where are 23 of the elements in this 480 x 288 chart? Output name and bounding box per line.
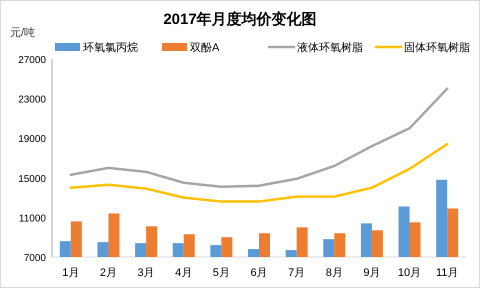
x-tick-label: 1月	[62, 267, 80, 279]
x-tick-label: 2月	[100, 267, 118, 279]
y-tick-label: 15000	[18, 174, 46, 185]
y-tick-label: 23000	[18, 94, 46, 106]
x-tick-label: 9月	[363, 267, 380, 279]
y-tick-label: 19000	[18, 134, 46, 146]
y-tick-label: 7000	[24, 253, 46, 264]
x-tick-label: 10月	[398, 267, 422, 279]
x-tick-label: 4月	[175, 267, 192, 279]
legend-label: 双酚A	[190, 42, 220, 54]
y-tick-label: 11000	[18, 213, 46, 224]
x-tick-label: 5月	[212, 267, 230, 279]
chart-title: 2017年月度均价变化图	[163, 10, 317, 28]
x-tick-label: 7月	[288, 267, 306, 279]
legend-label: 液体环氧树脂	[297, 41, 363, 54]
x-tick-label: 8月	[326, 267, 343, 279]
y-tick-label: 27000	[18, 55, 46, 66]
x-tick-label: 6月	[250, 267, 268, 279]
legend-label: 环氧氯丙烷	[83, 41, 138, 54]
legend-label: 固体环氧树脂	[404, 42, 470, 54]
x-tick-label: 11月	[436, 267, 458, 279]
x-tick-label: 3月	[138, 267, 155, 279]
y-axis-title: 元/吨	[10, 26, 36, 39]
